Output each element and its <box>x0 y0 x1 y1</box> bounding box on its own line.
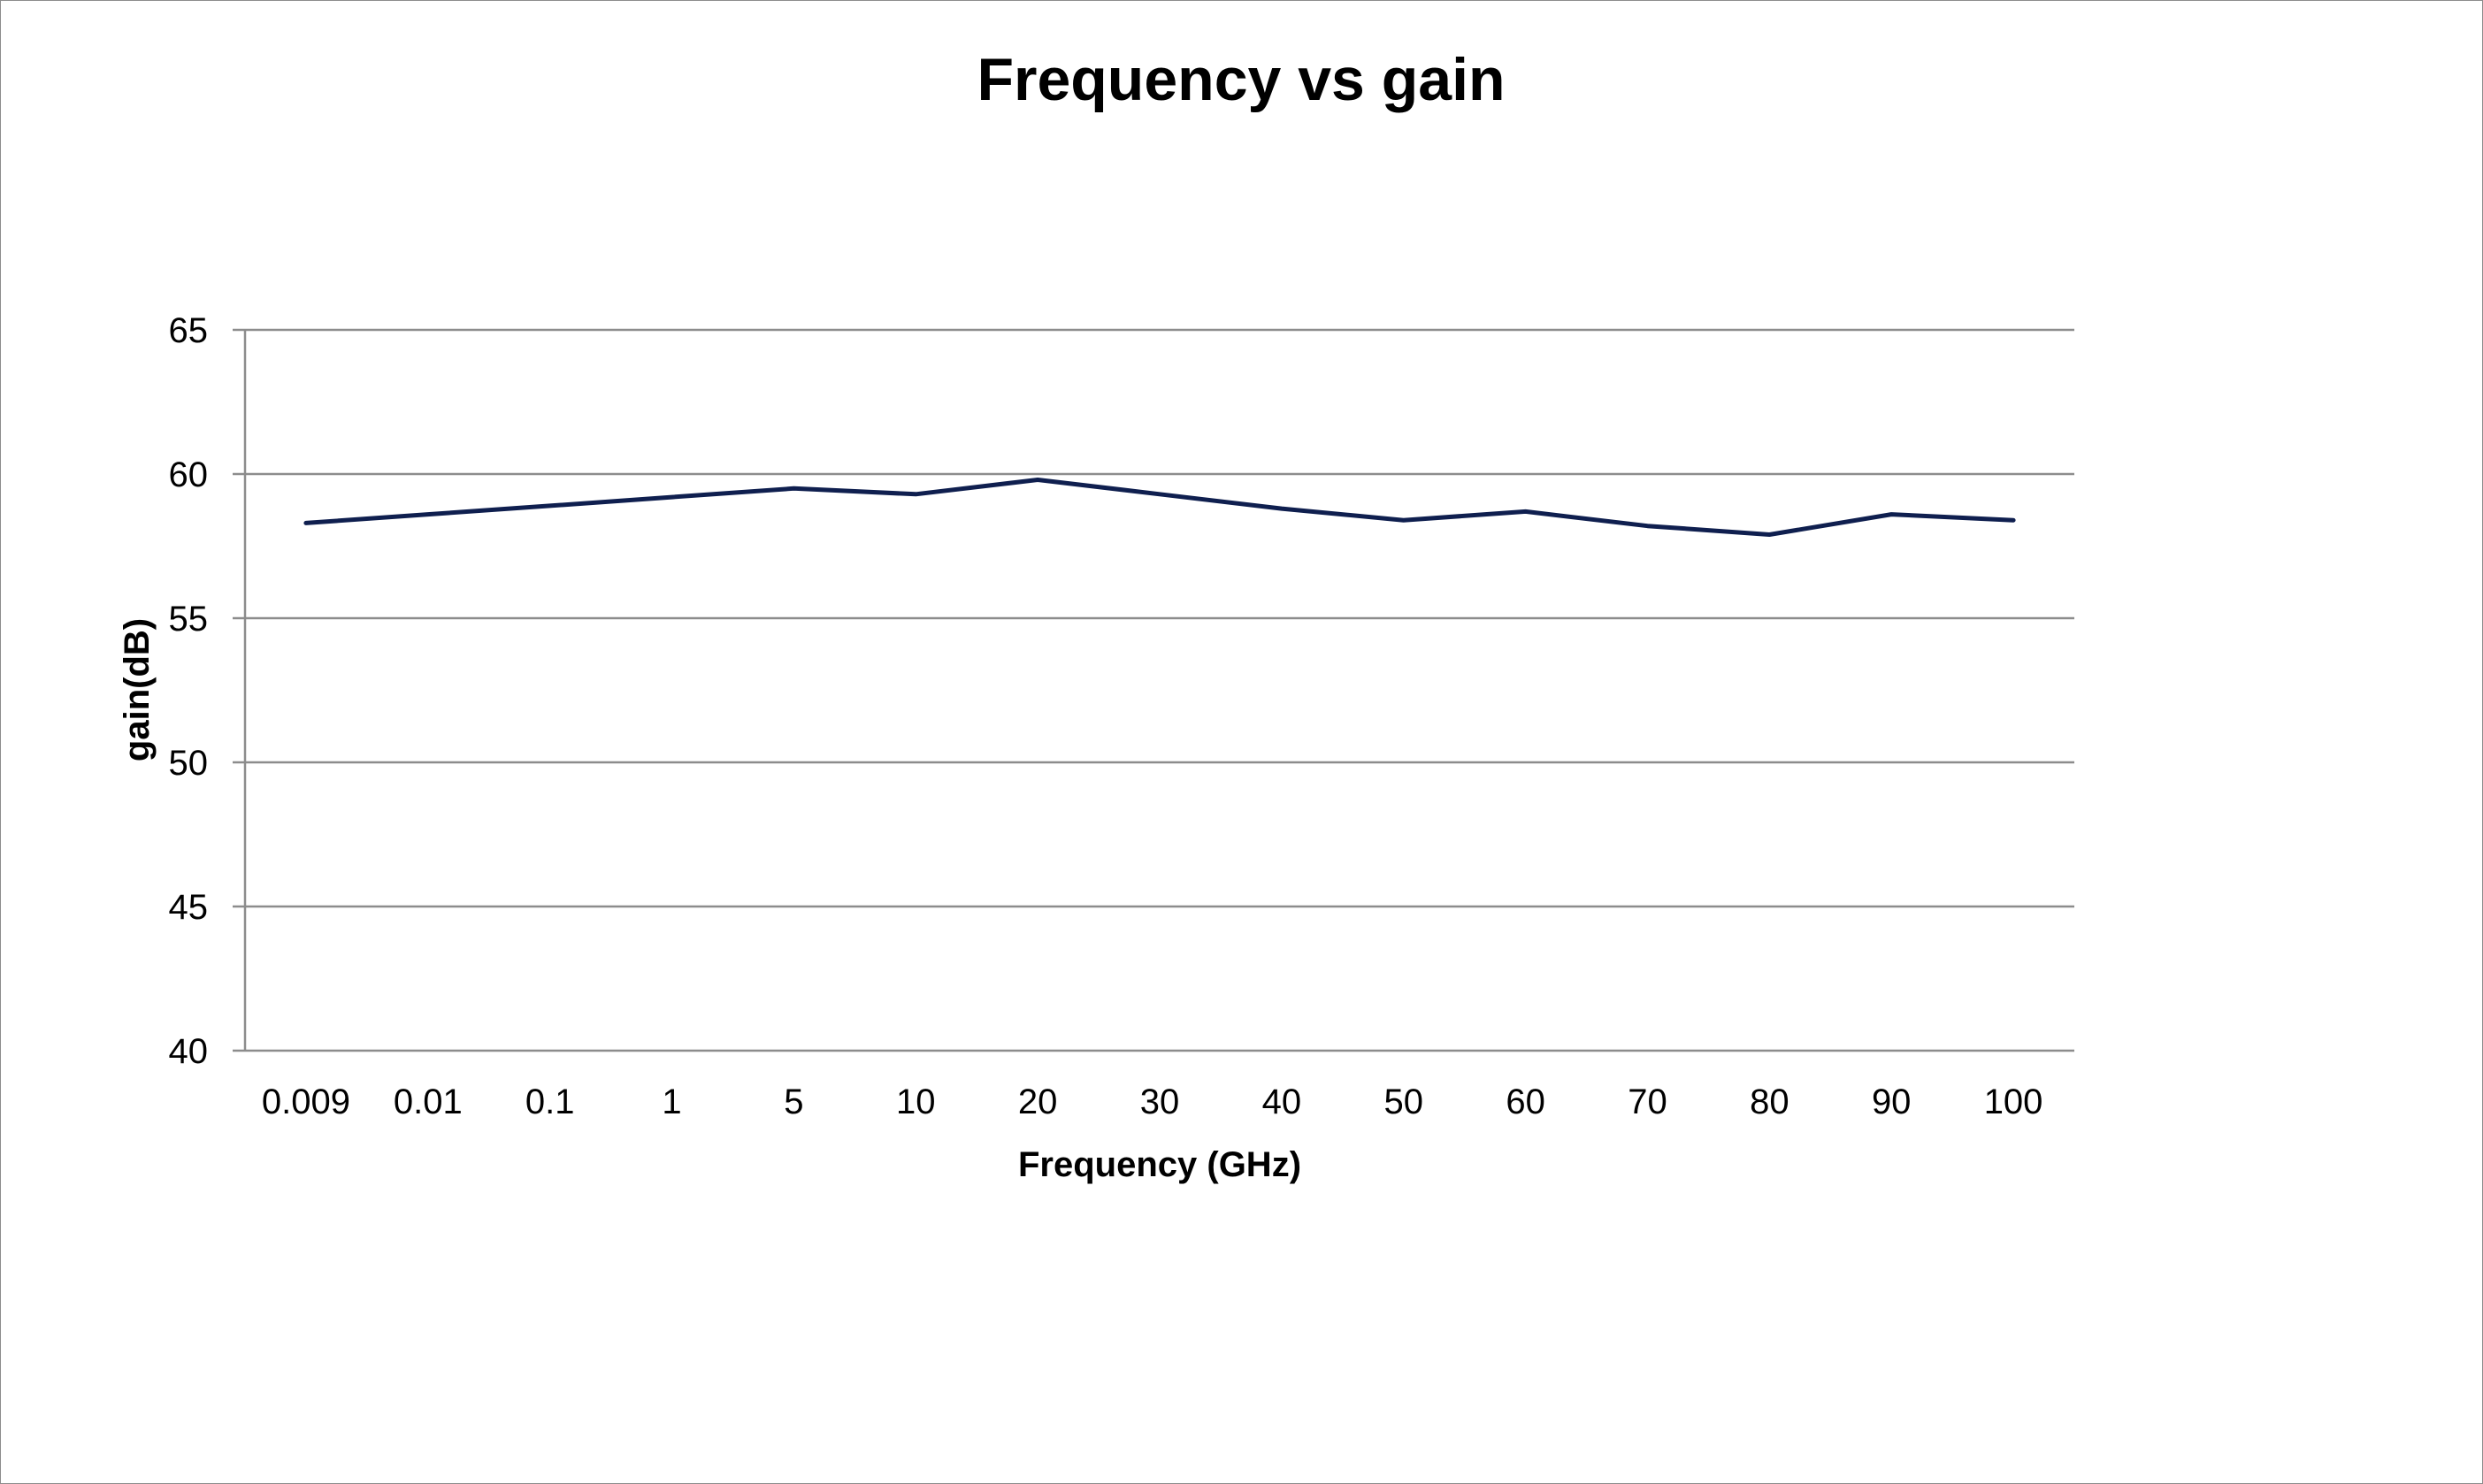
y-tick-labels: 40 45 50 55 60 65 <box>169 311 209 1071</box>
x-tick-label: 20 <box>1018 1082 1058 1121</box>
y-tick-label: 60 <box>169 455 209 494</box>
x-tick-label: 70 <box>1628 1082 1667 1121</box>
data-point <box>671 495 674 499</box>
y-tick-label: 55 <box>169 600 209 639</box>
y-tick-label: 50 <box>169 744 209 783</box>
x-tick-labels: 0.009 0.01 0.1 1 5 10 20 30 40 50 60 70 80 90 100 <box>262 1082 2043 1121</box>
data-point <box>914 493 917 496</box>
data-point <box>2012 518 2015 522</box>
x-tick-label: 0.009 <box>262 1082 350 1121</box>
y-tick-label: 45 <box>169 888 209 927</box>
y-tick-label: 65 <box>169 311 209 350</box>
x-tick-label: 90 <box>1872 1082 1912 1121</box>
x-tick-label: 0.1 <box>525 1082 575 1121</box>
data-point <box>1645 524 1649 528</box>
data-point <box>426 513 430 516</box>
data-point <box>1158 493 1161 496</box>
data-point <box>1889 513 1893 516</box>
data-point <box>1036 478 1039 482</box>
y-tick-label: 40 <box>169 1032 209 1071</box>
series-line <box>303 478 2016 537</box>
data-point <box>792 486 795 490</box>
x-tick-label: 80 <box>1750 1082 1789 1121</box>
x-tick-label: 40 <box>1262 1082 1302 1121</box>
axes <box>233 328 2074 1052</box>
data-point <box>1767 532 1771 536</box>
x-tick-label: 100 <box>1984 1082 2043 1121</box>
data-point <box>548 504 552 508</box>
x-tick-label: 1 <box>662 1082 681 1121</box>
data-point <box>1280 507 1284 510</box>
data-point <box>1402 518 1406 522</box>
x-tick-label: 10 <box>896 1082 936 1121</box>
data-point <box>304 521 308 524</box>
chart-title: Frequency vs gain <box>977 46 1505 113</box>
x-tick-label: 30 <box>1140 1082 1180 1121</box>
gridlines <box>245 328 2074 908</box>
x-tick-label: 50 <box>1383 1082 1423 1121</box>
series-layer <box>303 478 2016 537</box>
x-tick-label: 60 <box>1506 1082 1545 1121</box>
y-axis-label: gain(dB) <box>118 618 157 761</box>
data-point <box>1524 509 1528 513</box>
x-axis-label: Frequency (GHz) <box>1018 1145 1301 1184</box>
x-tick-label: 5 <box>784 1082 803 1121</box>
x-tick-label: 0.01 <box>394 1082 463 1121</box>
